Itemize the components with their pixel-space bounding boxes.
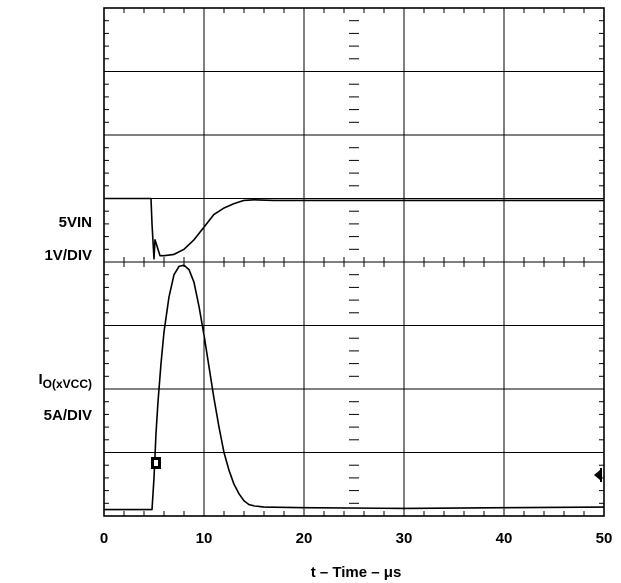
x-axis-label: t – Time – μs: [311, 564, 402, 581]
x-tick-label: 20: [296, 530, 313, 547]
graticule-ticks: [104, 8, 604, 516]
channel-2-name-main: I: [38, 371, 42, 388]
x-tick-labels: 0 10 20 30 40 50: [100, 530, 613, 547]
graticule: [103, 7, 605, 517]
trace-channel-2: [104, 264, 605, 511]
x-tick-label: 50: [596, 530, 613, 547]
x-tick-label: 0: [100, 530, 108, 547]
x-tick-label: 10: [196, 530, 213, 547]
x-tick-label: 30: [396, 530, 413, 547]
right-marker-arrowhead: [594, 470, 600, 480]
right-arrow-marker: [594, 468, 602, 482]
channel-2-name-subscript: O(xVCC): [43, 377, 92, 391]
x-tick-label: 40: [496, 530, 513, 547]
traces: [104, 197, 605, 511]
ground-markers: [151, 457, 602, 482]
channel-2-scale: 5A/DIV: [44, 407, 92, 424]
channel-2-name: IO(xVCC): [38, 371, 92, 391]
channel-1-name: 5VIN: [59, 214, 92, 231]
left-marker-inner: [154, 460, 158, 466]
channel-1-scale: 1V/DIV: [44, 247, 92, 264]
trace-channel-1: [104, 197, 604, 260]
